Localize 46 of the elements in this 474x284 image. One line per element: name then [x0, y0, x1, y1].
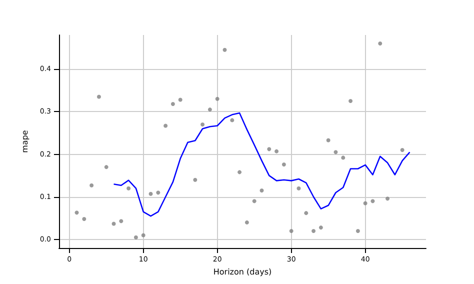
point: [126, 186, 131, 190]
point: [356, 228, 360, 233]
point: [296, 186, 301, 190]
point: [222, 48, 227, 52]
point: [178, 98, 182, 102]
point: [74, 210, 79, 215]
point: [334, 150, 338, 154]
point: [274, 149, 279, 154]
point: [170, 102, 175, 106]
point: [238, 170, 242, 174]
y-axis-title: mape: [20, 130, 30, 153]
point: [82, 217, 86, 222]
point: [304, 211, 308, 216]
point: [363, 201, 368, 206]
point: [244, 220, 249, 224]
point: [156, 190, 160, 195]
point: [134, 235, 138, 240]
point: [370, 199, 375, 204]
point: [267, 147, 272, 152]
point: [119, 219, 124, 224]
point: [208, 108, 212, 112]
point: [282, 162, 286, 167]
point: [96, 94, 101, 99]
point: [289, 228, 294, 233]
point: [141, 233, 146, 238]
point: [193, 178, 198, 182]
point: [230, 118, 234, 122]
x-axis-title: Horizon (days): [213, 267, 272, 276]
point: [312, 228, 316, 233]
point: [112, 222, 116, 226]
point: [400, 148, 404, 152]
point: [215, 96, 220, 101]
point: [378, 42, 382, 46]
point: [164, 124, 168, 128]
point: [386, 196, 390, 201]
point: [341, 156, 346, 160]
point: [148, 192, 153, 196]
line-series: [113, 112, 410, 217]
point: [104, 165, 108, 170]
point: [318, 226, 323, 230]
point: [260, 188, 264, 192]
point: [348, 99, 353, 104]
point: [326, 138, 330, 142]
point: [200, 122, 205, 126]
point: [252, 199, 256, 204]
point: [90, 183, 94, 188]
